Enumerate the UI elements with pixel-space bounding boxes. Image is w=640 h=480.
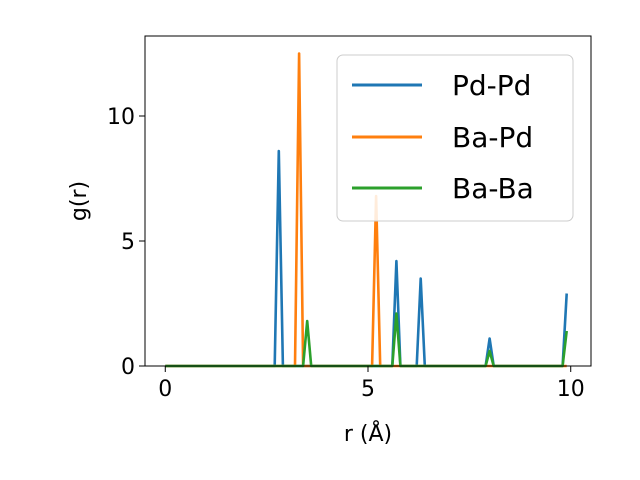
legend-label-ba-ba: Ba-Ba: [452, 172, 534, 205]
x-axis-title: r (Å): [344, 420, 392, 447]
x-tick-label: 10: [557, 377, 585, 402]
y-tick-label: 5: [121, 230, 135, 255]
legend: Pd-Pd Ba-Pd Ba-Ba: [336, 54, 574, 222]
x-tick-label: 0: [158, 377, 172, 402]
y-axis-title: g(r): [67, 181, 92, 221]
x-tick-label: 5: [361, 377, 375, 402]
legend-label-pd-pd: Pd-Pd: [452, 69, 531, 102]
series-line-ba-ba: [165, 312, 568, 368]
x-axis: 0 5 10: [158, 366, 585, 402]
y-tick-label: 0: [121, 355, 135, 380]
legend-box: [336, 54, 574, 222]
legend-label-ba-pd: Ba-Pd: [452, 121, 533, 154]
y-tick-label: 10: [107, 105, 135, 130]
y-axis: 0 5 10: [107, 105, 145, 380]
